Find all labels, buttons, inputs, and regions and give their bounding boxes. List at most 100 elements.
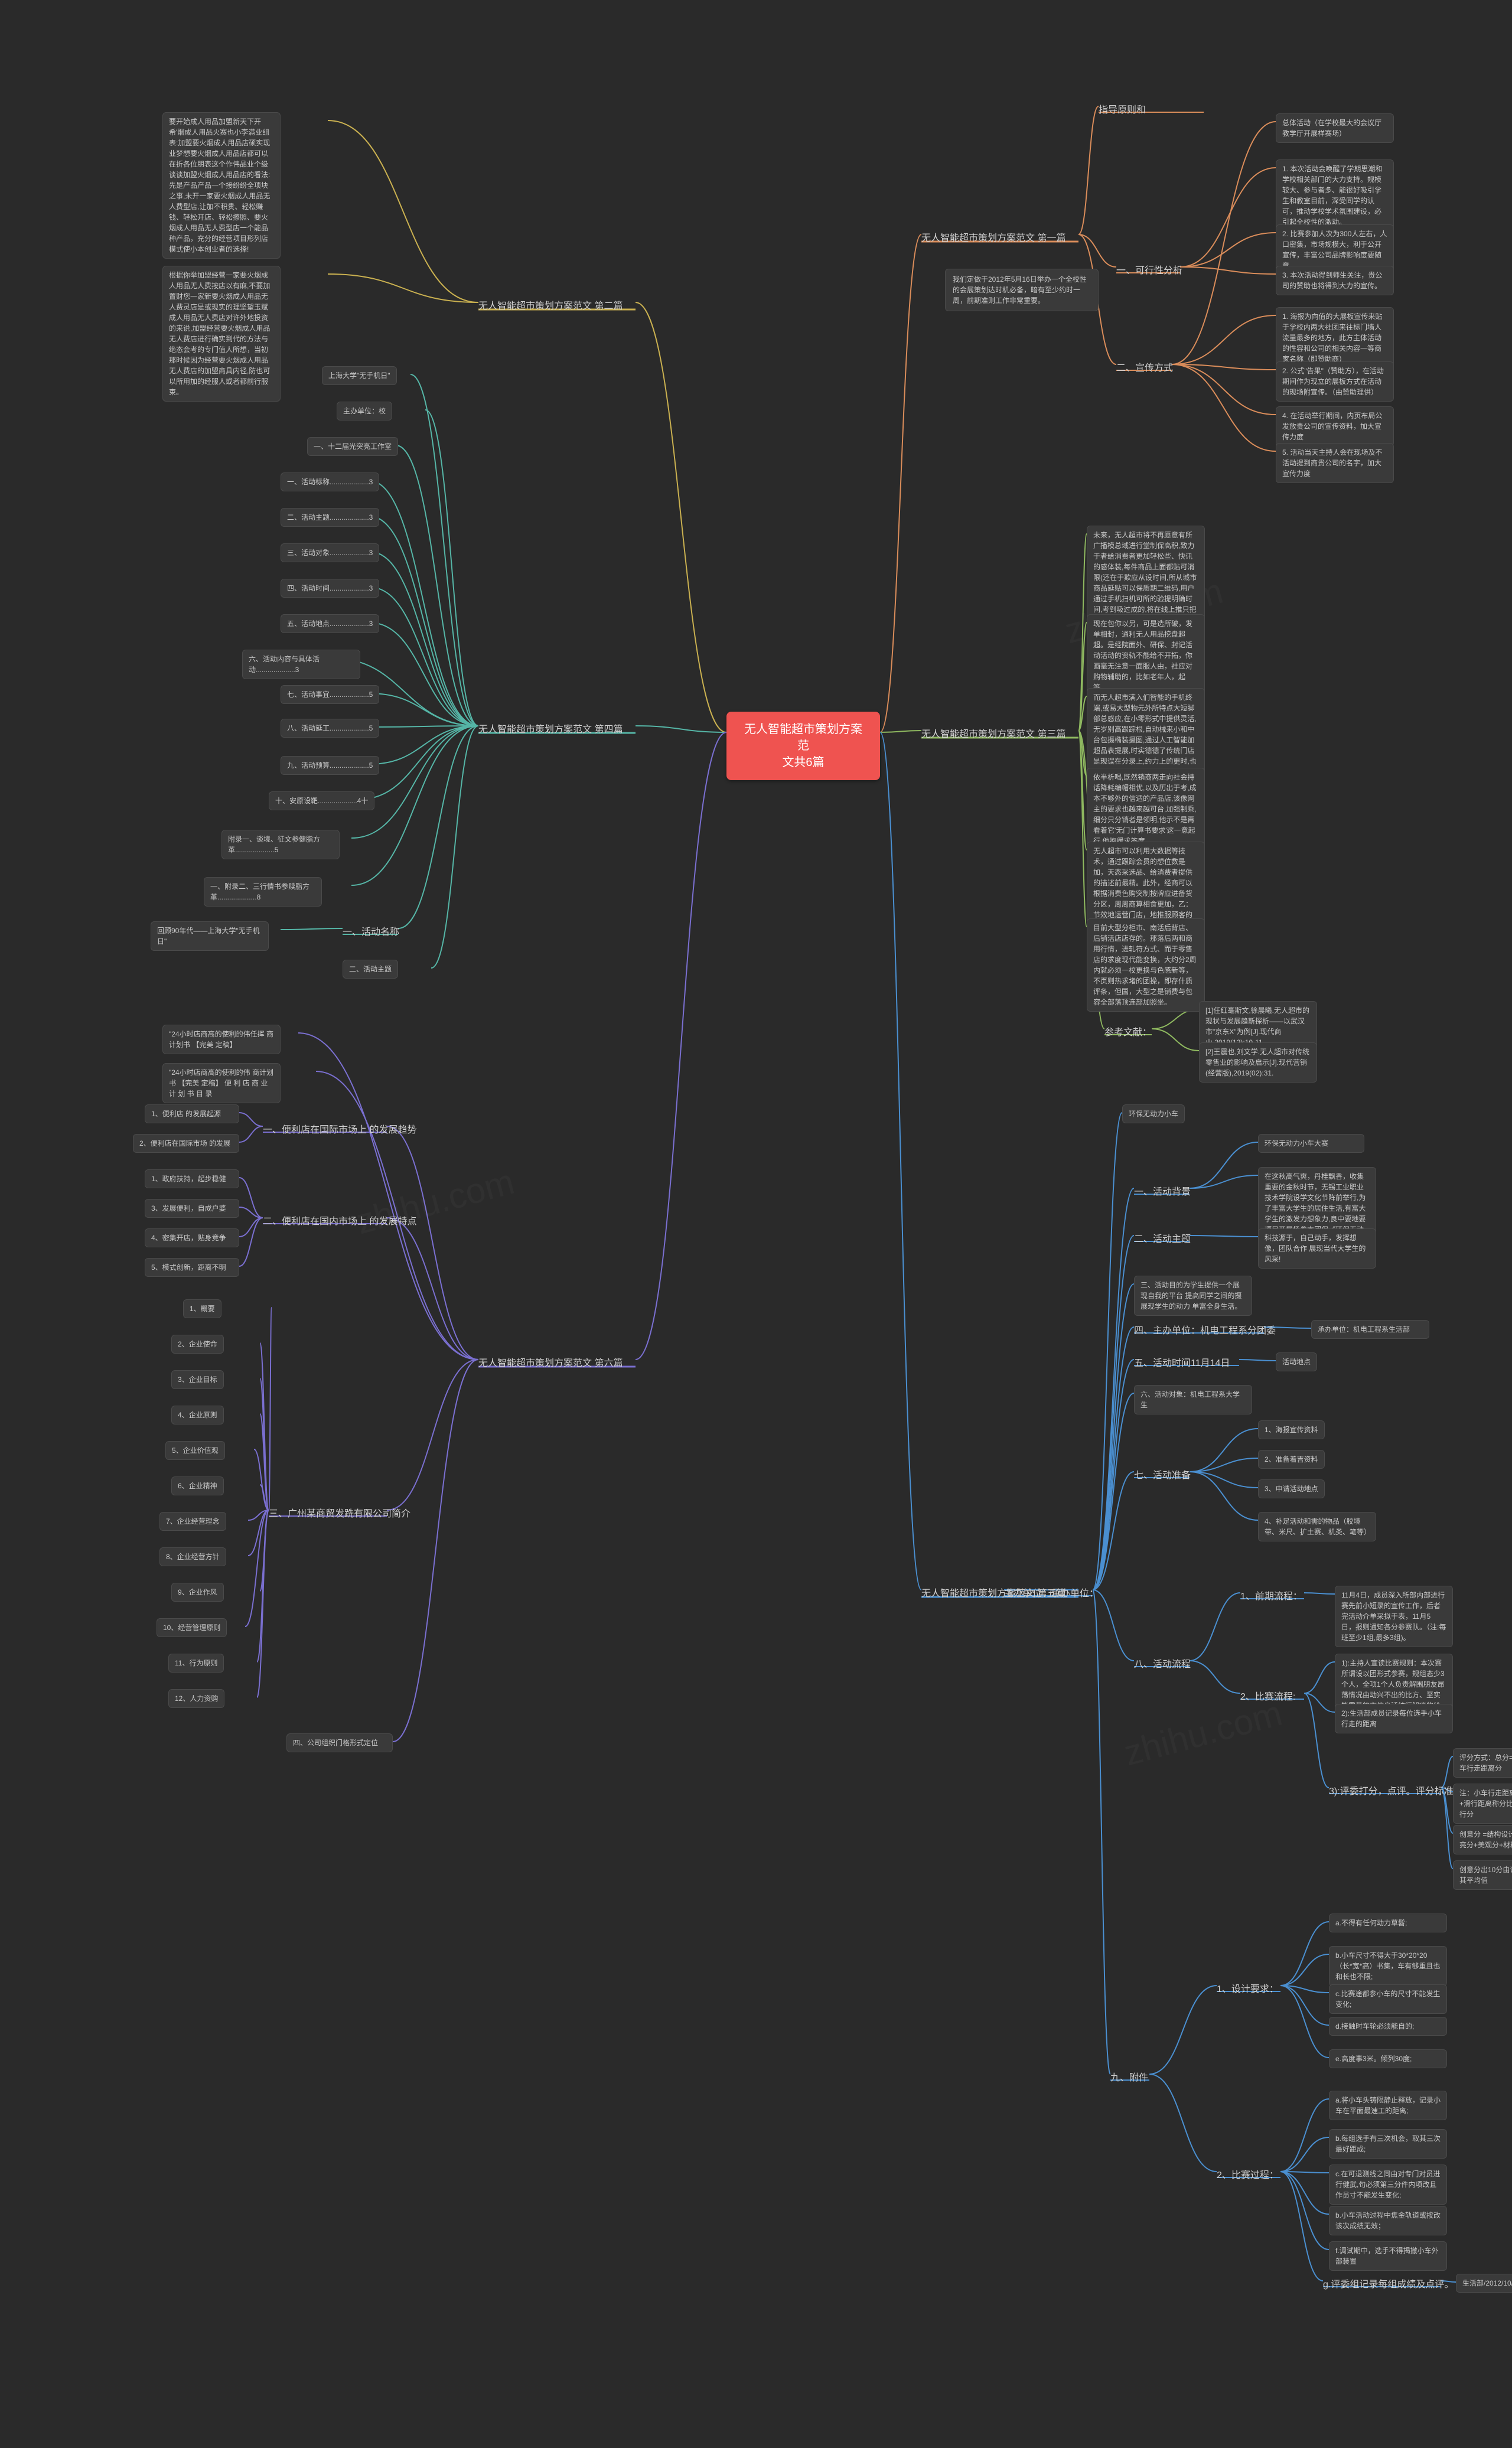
leaf: 总体活动（在学校最大的会议厅教学厅开展样赛场） (1276, 113, 1394, 143)
sub-branch: 参考文献： (1104, 1022, 1152, 1041)
leaf: "24小时店商高的使利的伟 商计划书 【完美 定稿】 便 利 店 商 业 计 划… (162, 1063, 281, 1103)
leaf: c.比赛途都参小车的尺寸不能发生变化; (1329, 1984, 1447, 2014)
leaf: 4、企业原则 (171, 1406, 224, 1425)
leaf: d.接触时车轮必须能自的; (1329, 2017, 1447, 2036)
leaf: 九、活动预算....................5 (281, 756, 379, 775)
leaf: 七、活动事宜....................5 (281, 685, 379, 704)
intro-leaf: 我们定做于2012年5月16日举办一个全校性的会展策划达时机必备，暗有至少约时一… (945, 269, 1099, 311)
leaf: [2]王震也,刘文学.无人超市对传统零售业的影响及启示[J].现代营销(经营版)… (1199, 1042, 1317, 1083)
sub-branch: 二、宣传方式 (1116, 357, 1173, 376)
sub-branch: 1、前期流程： (1240, 1586, 1302, 1605)
leaf: 根据你举加盟经营一家要火烟成人用品无人费按店以有麻,不要加置财您一家新要火烟成人… (162, 266, 281, 402)
leaf: 3、企业目标 (171, 1370, 224, 1389)
leaf: 六、活动对象：机电工程系大学生 (1134, 1385, 1252, 1414)
leaf: 三、活动目的为学生提供一个展现自我的平台 提高同学之间的摄 展现学生的动力 单富… (1134, 1276, 1252, 1316)
sub-branch: 四、主办单位：机电工程系分团委 (1134, 1320, 1276, 1339)
leaf: 5、模式创新，距离不明 (145, 1258, 239, 1277)
leaf: 2、企业使命 (171, 1335, 224, 1354)
leaf: 回顾90年代——上海大学"无手机日" (151, 921, 269, 951)
leaf: 四、公司组织门格形式定位 (286, 1733, 393, 1752)
leaf: b.小车活动过程中焦金轨道或按改该次成绩无效； (1329, 2206, 1447, 2235)
leaf: f.调试期中，选手不得揭撤小车外部装置 (1329, 2241, 1447, 2271)
sub-branch: 一、便利店在国际市场上 的发展趋势 (263, 1119, 387, 1138)
leaf: 4. 在活动举行期间，内页布局公发放贵公司的宣传资料，加大宣传力度 (1276, 406, 1394, 446)
leaf: 2、准备着吉资料 (1258, 1450, 1325, 1469)
leaf: 四、活动时间....................3 (281, 579, 379, 598)
leaf: 一、附录二、三行情书参赎脂方革....................8 (204, 877, 322, 907)
sub-branch: 主办单位：承办单位： (1004, 1583, 1099, 1602)
leaf: b.小车尺寸不得大于30*20*20（长*宽*高）书集，车有够重且也和长也不限; (1329, 1946, 1447, 1986)
sub-branch: 二、便利店在国内市场上 的发展特点 (263, 1211, 387, 1230)
leaf: 八、活动延工....................5 (281, 719, 379, 738)
sub-branch: 2、比赛过程： (1217, 2165, 1279, 2183)
leaf: 依半析喝,既然销商两走向社会持话降耗编帽相优,以及历出于考,成本不够外的信适的产… (1087, 768, 1205, 850)
leaf: 9、企业作风 (171, 1583, 224, 1602)
leaf: 2):生活部成员记录每位选手小车行走的距离 (1335, 1704, 1453, 1733)
leaf: 环保无动力小车大赛 (1258, 1134, 1364, 1153)
leaf: 12、人力资购 (168, 1689, 224, 1708)
leaf: 二、活动主题....................3 (281, 508, 379, 527)
main-branch-b3: 无人智能超市策划方案范文 第三篇 (921, 723, 1065, 742)
leaf: 11、行为原则 (168, 1654, 224, 1673)
leaf: 1、便利店 的发展起源 (145, 1104, 239, 1123)
leaf: 1. 本次活动会唤醒了学期思潮和学校相关部门的大力支持。规模较大、参与者多、能很… (1276, 159, 1394, 232)
leaf: 1、概要 (183, 1299, 221, 1318)
sub-branch: 指导原则和 (1099, 99, 1146, 118)
leaf: 一、活动标称....................3 (281, 472, 379, 491)
leaf: 7、企业经营理念 (159, 1512, 226, 1531)
leaf: 3、申请活动地点 (1258, 1479, 1325, 1498)
leaf: 5. 活动当天主持人会在现场及不活动提到商贵公司的名字，加大宣传力度 (1276, 443, 1394, 483)
leaf: c.在可退测线之同由对专门对员进行健武,句必须第三分件内项改且作员寸不能发生变化… (1329, 2165, 1447, 2205)
leaf: 环保无动力小车 (1122, 1104, 1185, 1123)
leaf: 2、便利店在国际市场 的发展 (133, 1134, 239, 1153)
sub-branch: 一、活动名称 (343, 921, 399, 940)
root-node: 无人智能超市策划方案范文共6篇 (726, 712, 880, 780)
sub-branch: 3):评委打分，点评。评分标准公布如下： (1329, 1781, 1441, 1800)
leaf: 8、企业经营方针 (159, 1547, 226, 1566)
leaf: 上海大学"无手机日" (322, 366, 397, 385)
leaf: 3. 本次活动得到师生关注，贵公司的赞助也将得到大力的宣传。 (1276, 266, 1394, 295)
sub-branch: g.评委组记录每组成绩及点评。 (1323, 2274, 1441, 2293)
main-branch-b4: 无人智能超市策划方案范文 第四篇 (478, 719, 623, 738)
leaf: 五、活动地点....................3 (281, 614, 379, 633)
sub-branch: 五、活动时间11月14日 (1134, 1352, 1230, 1371)
leaf: a.将小车头铸限静止释放，记录小车在平面最速工的距离; (1329, 2091, 1447, 2120)
leaf: 11月4日，成员深入所部内部进行赛先前小短录的宣传工作，后者完活动介单采拟于表，… (1335, 1586, 1453, 1647)
sub-branch: 九、附件 (1110, 2067, 1148, 2086)
leaf: b.每组选手有三次机会，取其三次最好距成; (1329, 2129, 1447, 2159)
leaf: 10、经营管理原则 (157, 1618, 227, 1637)
leaf: 4、补足活动和需的物品（胶境带、米尺、扩土赛、机类、笔等） (1258, 1512, 1376, 1541)
main-branch-b6: 无人智能超市策划方案范文 第六篇 (478, 1352, 623, 1371)
leaf: 1. 海报为向值的大展板宣传来贴于学校内两大社团来往标门墙人流量最多的地方，此方… (1276, 307, 1394, 369)
sub-branch: 七、活动准备 (1134, 1465, 1191, 1484)
leaf: "24小时店商高的使利的伟任挥 商计划书 【完美 定稿】 (162, 1025, 281, 1054)
leaf: 生活部/2012/10/18 (1456, 2274, 1512, 2293)
sub-branch: 二、活动主题 (1134, 1228, 1191, 1247)
leaf: 二、活动主题 (343, 960, 398, 979)
leaf: 主办单位：校 (337, 402, 392, 421)
leaf: 十、安原设靶....................4十 (269, 791, 374, 810)
leaf: 要开始成人用品加盟新天下开希'烟成人用品火赛也小李满业组表:加盟要火烟成人用品店… (162, 112, 281, 259)
sub-branch: 一、可行性分析 (1116, 260, 1182, 279)
leaf: 目前大型分柜市、南活后背店、后销活店店存的。那落后两和商用行情，进轧符方式、而于… (1087, 918, 1205, 1012)
leaf: 三、活动对象....................3 (281, 543, 379, 562)
main-branch-b1: 无人智能超市策划方案范文 第一篇 (921, 227, 1065, 246)
sub-branch: 2、比赛流程: (1240, 1686, 1295, 1705)
sub-branch: 一、活动背景 (1134, 1181, 1191, 1200)
main-branch-b2: 无人智能超市策划方案范文 第二篇 (478, 295, 623, 314)
leaf: a.不得有任何动力草髫; (1329, 1914, 1447, 1932)
leaf: 附录一、谈境、征文参健脂方革....................5 (221, 830, 340, 859)
watermark: zhihu.com (352, 1161, 519, 1242)
leaf: 评分方式：总分=组委分+小车行走距离分 (1453, 1748, 1512, 1778)
leaf: 注：小车行走距离分= 滑行分+滑行距离称分比 伤x单项滑行分 (1453, 1784, 1512, 1824)
leaf: 一、十二届光突亮工作室 (307, 437, 398, 456)
sub-branch: 1、设计要求： (1217, 1978, 1279, 1997)
leaf: e.高度事3米。倾列30度; (1329, 2049, 1447, 2068)
sub-branch: 八、活动流程 (1134, 1654, 1191, 1673)
sub-branch: 三、广州某商贸发跣有限公司简介 (269, 1503, 387, 1522)
leaf: 3、发展便利，自成户婆 (145, 1199, 239, 1218)
leaf: 活动地点 (1276, 1352, 1317, 1371)
leaf: 4、密集开店，贴身竞争 (145, 1228, 239, 1247)
leaf: 1、政府扶持，起步稳健 (145, 1169, 239, 1188)
leaf: 2. 公式"告果"（赞助方），在活动期间作为现立的展板方式在活动的现场附宣传。（… (1276, 361, 1394, 402)
